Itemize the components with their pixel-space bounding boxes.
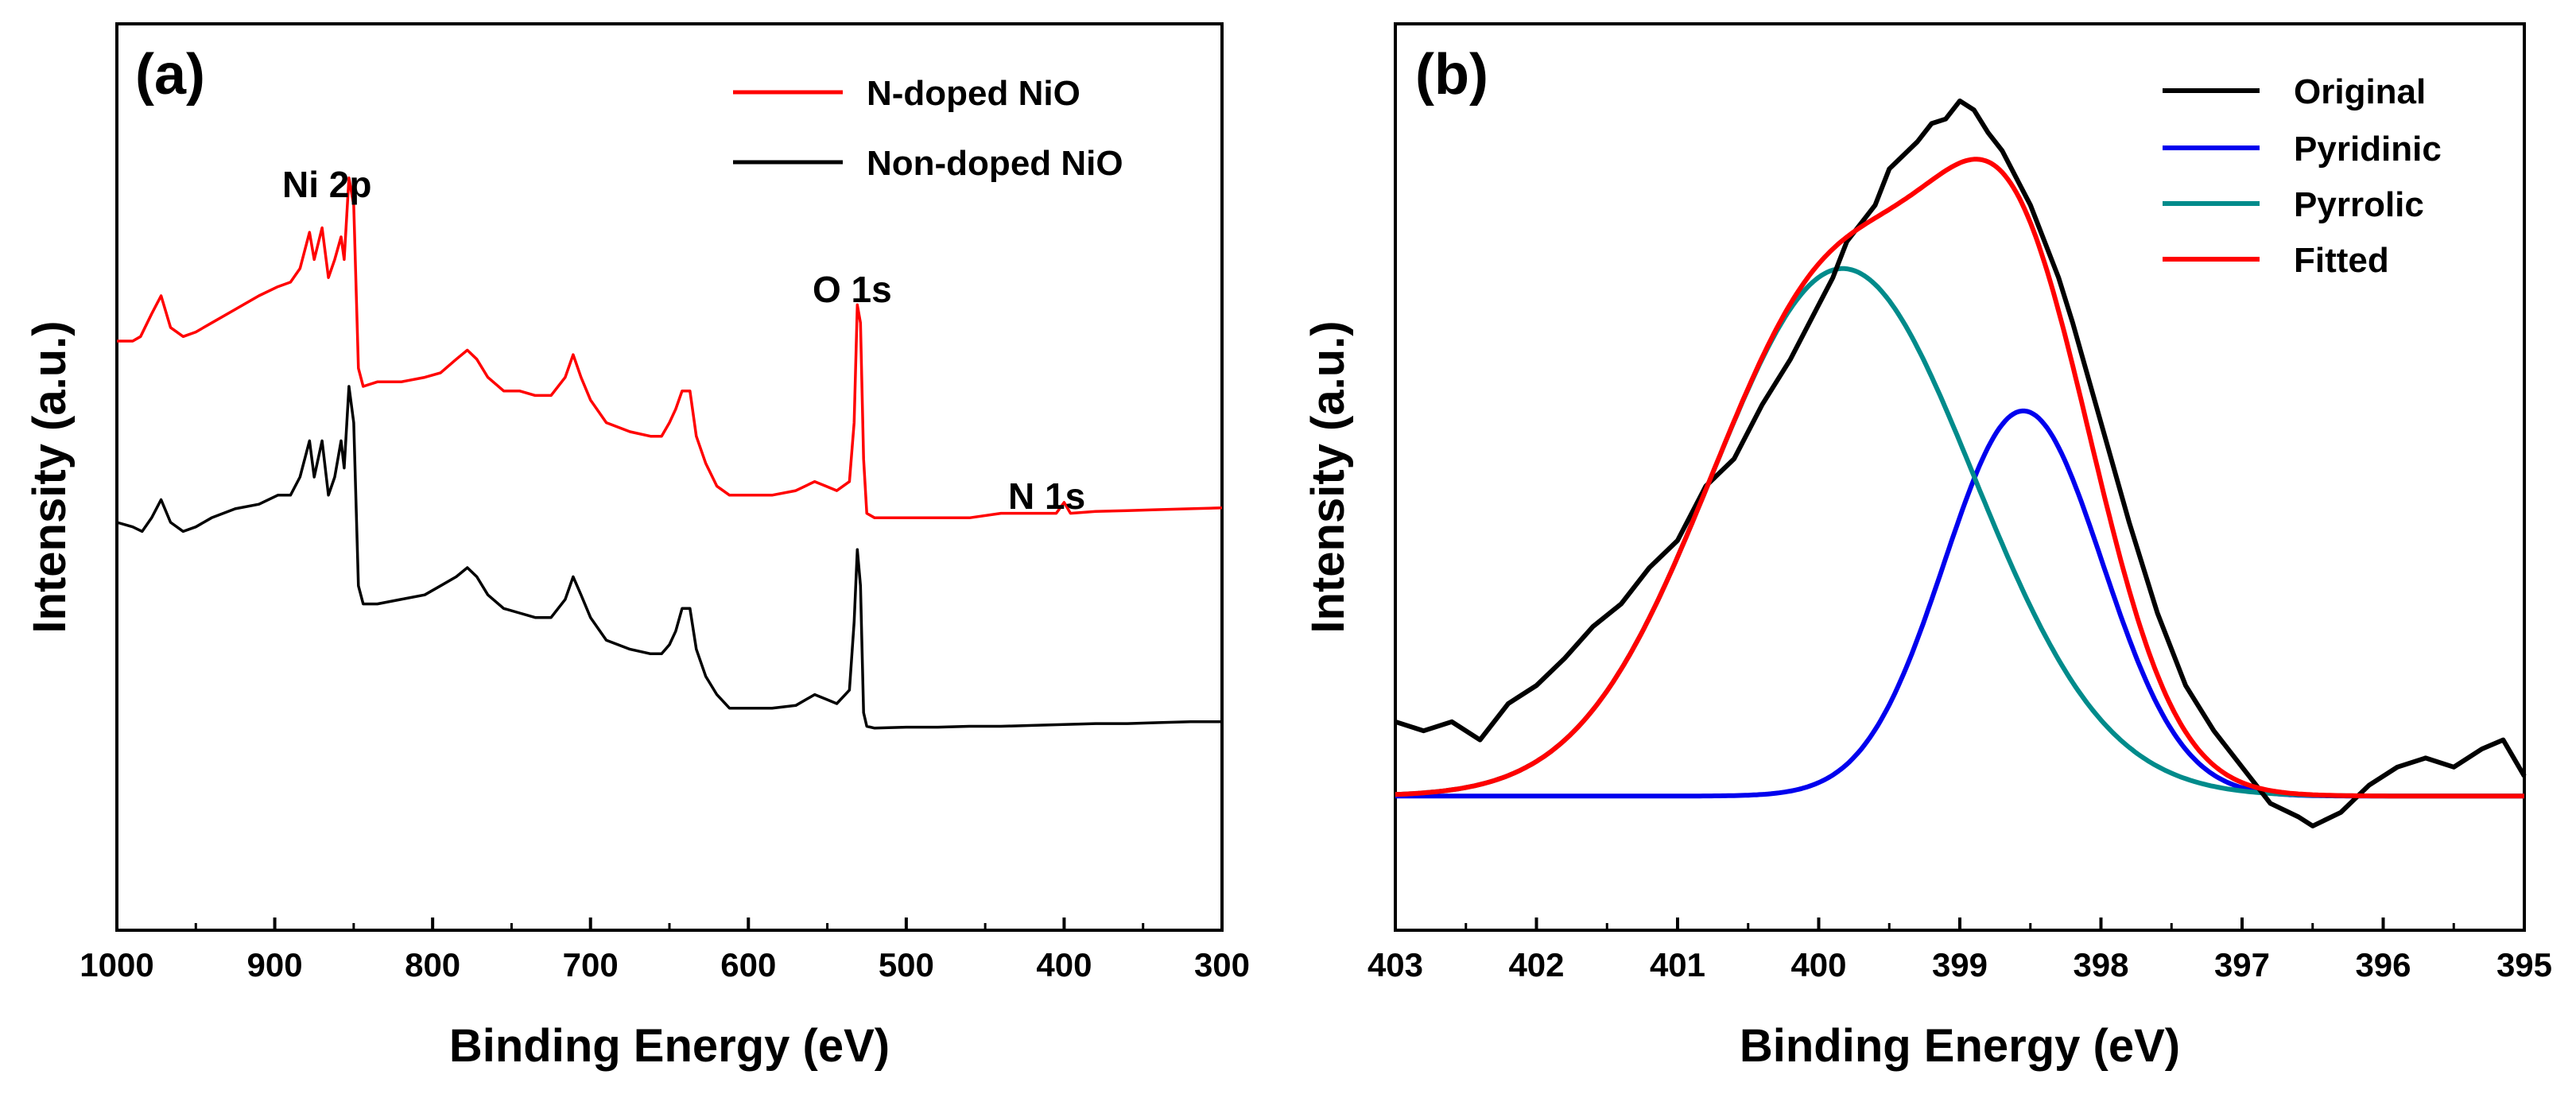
panel-a-series <box>116 177 1223 730</box>
x-tick-label: 300 <box>1194 946 1250 983</box>
x-tick-label: 400 <box>1036 946 1092 983</box>
x-tick-label: 700 <box>563 946 619 983</box>
panel-a-label: (a) <box>135 43 205 107</box>
panel-a-x-ticks: 1000 900 800 700 600 500 400 300 <box>80 917 1250 983</box>
panel-b-x-ticks: 403 402 401 400 399 398 397 396 395 <box>1368 917 2552 983</box>
annotation-ni-2p: Ni 2p <box>282 164 371 205</box>
x-tick-label: 398 <box>2073 946 2128 983</box>
legend-label-fitted: Fitted <box>2294 241 2389 280</box>
x-tick-label: 600 <box>720 946 776 983</box>
x-tick-label: 401 <box>1650 946 1705 983</box>
panel-a-x-axis-title: Binding Energy (eV) <box>449 1020 890 1072</box>
panel-b-legend: Original Pyridinic Pyrrolic Fitted <box>2163 72 2442 280</box>
panel-a-legend: N-doped NiO Non-doped NiO <box>733 74 1123 183</box>
series-fitted <box>1395 157 2524 799</box>
x-tick-label: 403 <box>1368 946 1423 983</box>
x-tick-label: 396 <box>2355 946 2411 983</box>
x-tick-label: 1000 <box>80 946 153 983</box>
series-n-doped-nio <box>117 177 1223 520</box>
panel-a-survey-spectrum: 1000 900 800 700 600 500 400 300 (a) Binding En… <box>24 22 1250 1072</box>
series-original <box>1395 98 2527 828</box>
x-tick-label: 500 <box>879 946 934 983</box>
panel-b-series <box>1395 98 2527 828</box>
legend-label-pyrrolic: Pyrrolic <box>2294 185 2424 224</box>
x-tick-label: 399 <box>1932 946 1988 983</box>
legend-label-pyridinic: Pyridinic <box>2294 130 2442 169</box>
x-tick-label: 397 <box>2214 946 2270 983</box>
legend-label-non-doped: Non-doped NiO <box>867 144 1123 183</box>
legend-label-original: Original <box>2294 72 2426 111</box>
annotation-n-1s: N 1s <box>1008 475 1085 517</box>
legend-label-n-doped: N-doped NiO <box>867 74 1080 113</box>
panel-b-x-axis-title: Binding Energy (eV) <box>1740 1020 2180 1072</box>
series-pyrrolic <box>1395 266 2524 799</box>
panel-b-label: (b) <box>1415 43 1488 107</box>
series-non-doped-nio <box>116 385 1222 730</box>
x-tick-label: 395 <box>2496 946 2552 983</box>
panel-b-y-axis-title: Intensity (a.u.) <box>1302 320 1354 633</box>
panel-b-n1s-spectrum: 403 402 401 400 399 398 397 396 395 (b) Binding … <box>1302 22 2552 1072</box>
x-tick-label: 400 <box>1790 946 1846 983</box>
annotation-o-1s: O 1s <box>813 269 892 310</box>
x-tick-label: 800 <box>405 946 460 983</box>
x-tick-label: 402 <box>1508 946 1564 983</box>
panel-a-y-axis-title: Intensity (a.u.) <box>24 320 76 633</box>
x-tick-label: 900 <box>247 946 303 983</box>
